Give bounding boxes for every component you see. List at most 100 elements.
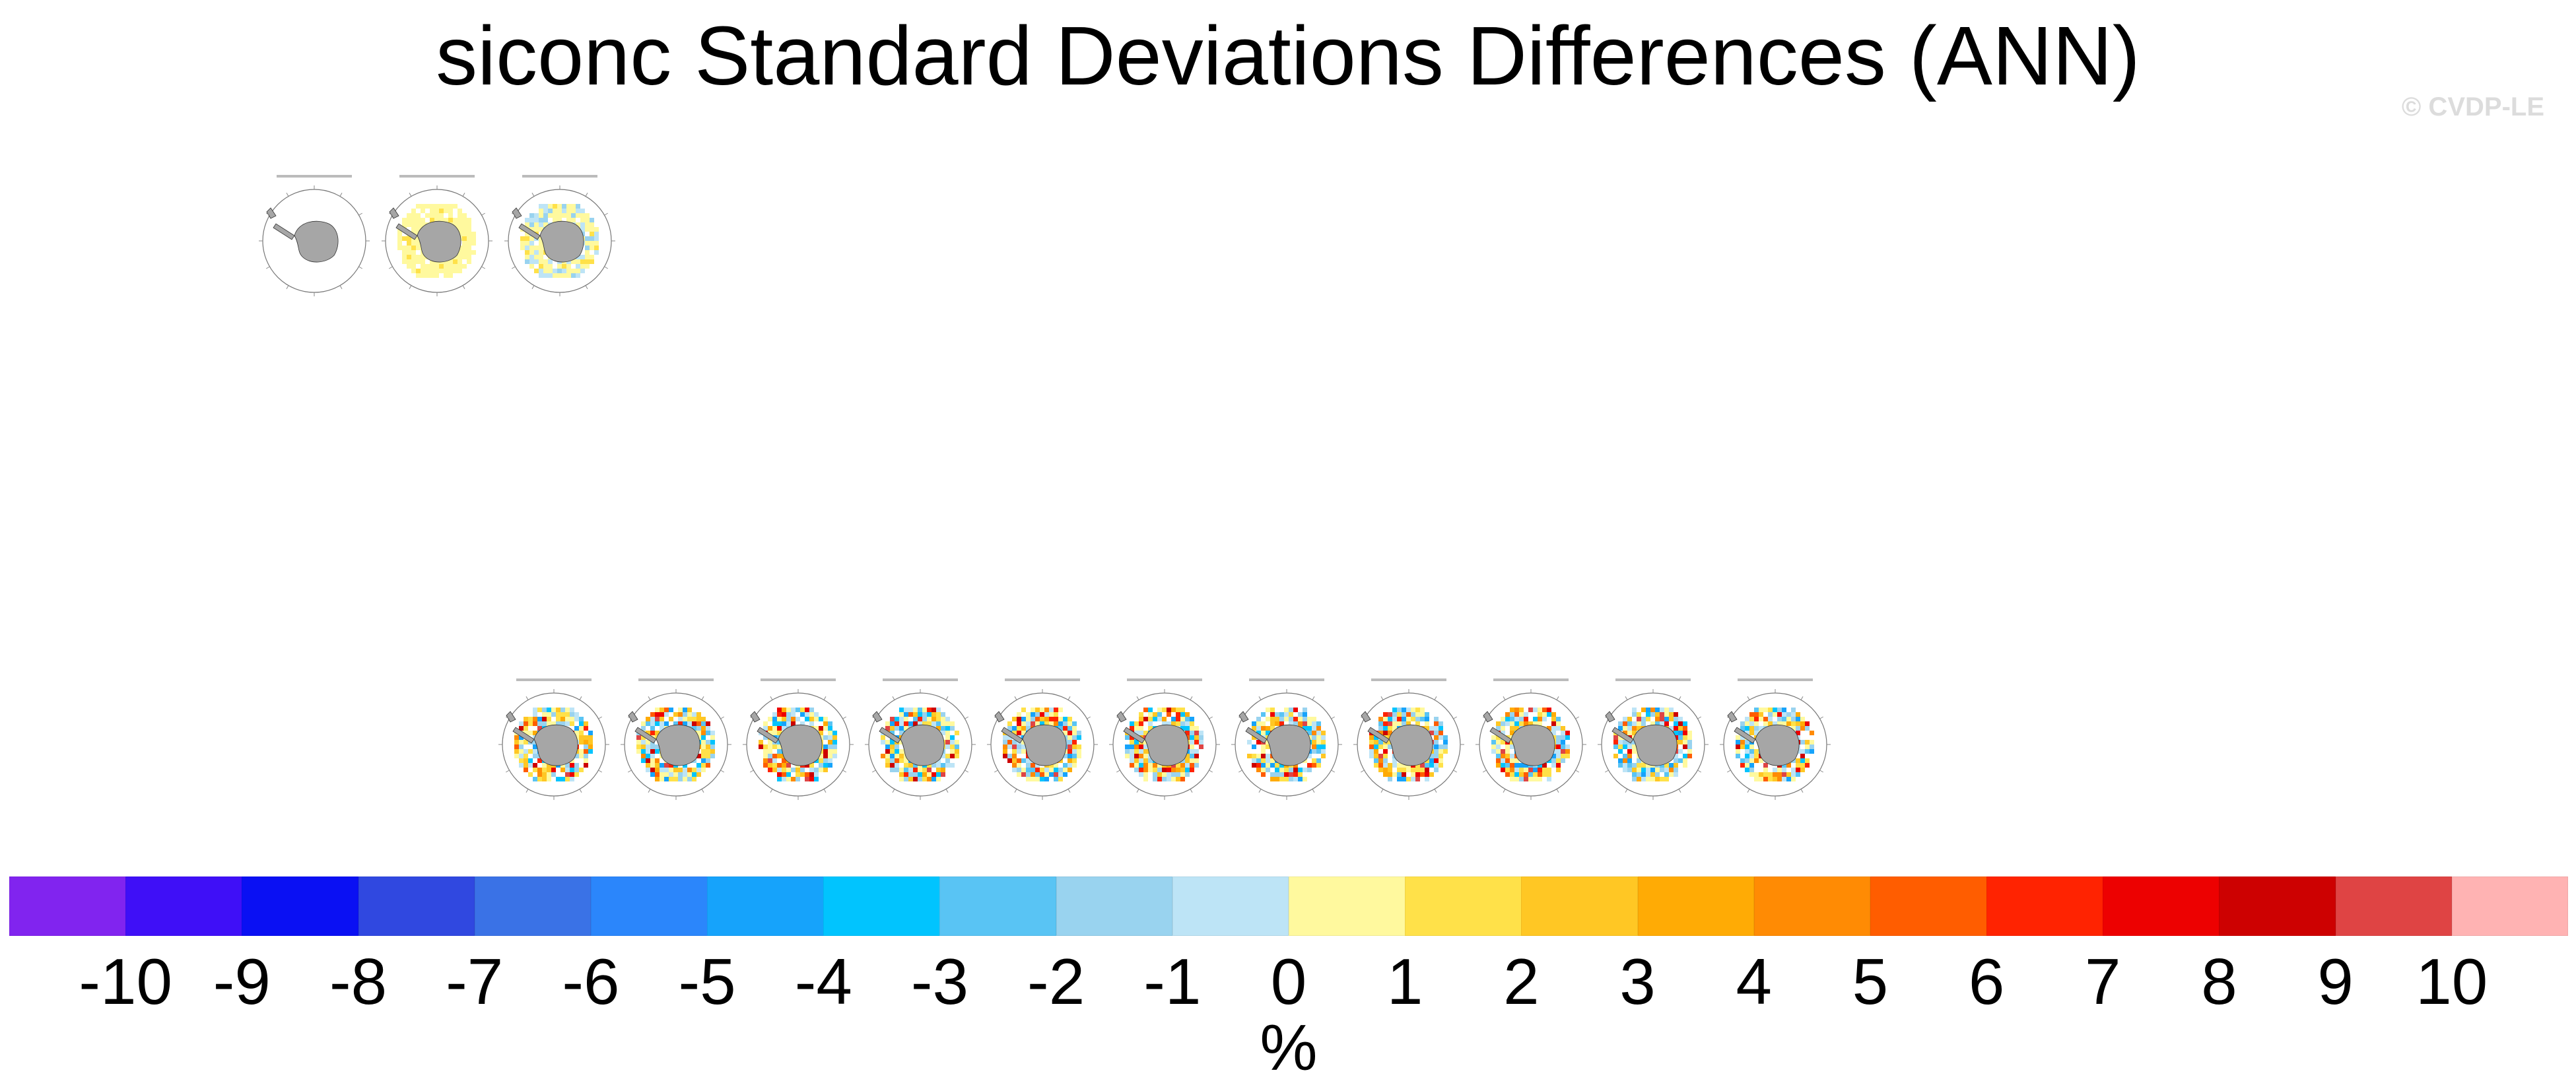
grid-cell — [1768, 717, 1773, 721]
grid-cell — [1021, 740, 1026, 744]
grid-cell — [1312, 744, 1316, 749]
grid-cell — [1650, 712, 1655, 717]
grid-cell — [556, 708, 560, 712]
grid-cell — [1388, 726, 1392, 731]
grid-cell — [1044, 708, 1049, 712]
grid-cell — [534, 259, 539, 264]
grid-cell — [1068, 749, 1072, 754]
grid-cell — [566, 209, 571, 213]
grid-cell — [462, 264, 467, 269]
grid-cell — [1021, 717, 1026, 721]
grid-cell — [444, 218, 448, 222]
grid-cell — [402, 222, 407, 227]
grid-cell — [650, 768, 655, 772]
grid-cell — [1293, 768, 1298, 772]
grid-cell — [1293, 777, 1298, 781]
grid-cell — [1740, 740, 1745, 744]
grid-cell — [1374, 763, 1378, 768]
grid-cell — [1664, 712, 1669, 717]
grid-cell — [553, 209, 557, 213]
grid-cell — [539, 250, 543, 255]
grid-cell — [537, 721, 542, 726]
grid-cell — [1632, 777, 1637, 781]
longitude-tick — [1380, 789, 1384, 793]
grid-cell — [1035, 768, 1040, 772]
grid-cell — [832, 735, 837, 740]
grid-cell — [462, 213, 467, 218]
grid-cell — [1021, 768, 1026, 772]
grid-cell — [673, 777, 678, 781]
grid-cell — [434, 204, 439, 209]
grid-cell — [560, 721, 565, 726]
grid-cell — [1496, 740, 1501, 744]
grid-cell — [1491, 735, 1496, 740]
grid-cell — [556, 721, 560, 726]
grid-cell — [1058, 726, 1063, 731]
grid-cell — [430, 269, 434, 273]
grid-cell — [800, 712, 805, 717]
grid-cell — [453, 204, 458, 209]
grid-cell — [641, 754, 646, 758]
longitude-tick — [1747, 789, 1750, 793]
grid-cell — [1176, 708, 1180, 712]
grid-cell — [809, 721, 814, 726]
map-panel — [864, 678, 976, 810]
grid-cell — [553, 273, 557, 278]
grid-cell — [1754, 717, 1759, 721]
grid-cell — [1180, 712, 1185, 717]
grid-cell — [641, 758, 646, 763]
south-america-tip — [1605, 711, 1615, 723]
grid-cell — [1261, 758, 1266, 763]
grid-cell — [1003, 744, 1007, 749]
grid-cell — [1252, 763, 1256, 768]
grid-cell — [539, 269, 543, 273]
grid-cell — [1143, 754, 1148, 758]
grid-cell — [660, 726, 664, 731]
grid-cell — [823, 726, 828, 731]
grid-cell — [1736, 744, 1740, 749]
antarctica-landmass — [900, 724, 945, 766]
grid-cell — [1316, 744, 1321, 749]
grid-cell — [411, 264, 416, 269]
grid-cell — [1786, 777, 1791, 781]
grid-cell — [1556, 744, 1561, 749]
grid-cell — [899, 768, 904, 772]
grid-cell — [1383, 768, 1388, 772]
grid-cell — [1664, 777, 1669, 781]
grid-cell — [1683, 758, 1687, 763]
grid-cell — [1321, 744, 1326, 749]
grid-cell — [1397, 712, 1402, 717]
grid-cell — [1275, 777, 1279, 781]
grid-cell — [565, 712, 570, 717]
grid-cell — [1420, 772, 1425, 777]
grid-cell — [1307, 768, 1312, 772]
grid-cell — [1618, 749, 1623, 754]
grid-cell — [650, 758, 655, 763]
grid-cell — [576, 264, 580, 269]
grid-cell — [1777, 712, 1782, 717]
grid-cell — [565, 717, 570, 721]
grid-cell — [945, 754, 950, 758]
grid-cell — [1782, 712, 1786, 717]
grid-cell — [1791, 772, 1796, 777]
colorbar-tick-label: 7 — [2085, 945, 2121, 1018]
grid-cell — [1134, 726, 1139, 731]
grid-cell — [1388, 712, 1392, 717]
grid-cell — [1293, 717, 1298, 721]
grid-cell — [514, 740, 519, 744]
grid-cell — [557, 269, 562, 273]
polar-map — [504, 175, 615, 296]
grid-cell — [1054, 717, 1058, 721]
grid-cell — [576, 259, 580, 264]
grid-cell — [1561, 731, 1565, 735]
grid-cell — [1049, 708, 1054, 712]
grid-cell — [1514, 712, 1519, 717]
grid-cell — [1406, 717, 1411, 721]
grid-cell — [1660, 763, 1664, 768]
grid-cell — [1533, 717, 1538, 721]
grid-cell — [1139, 726, 1143, 731]
grid-cell — [1063, 763, 1068, 768]
grid-cell — [1800, 763, 1805, 768]
colorbar-box — [590, 876, 708, 936]
grid-cell — [416, 255, 421, 259]
